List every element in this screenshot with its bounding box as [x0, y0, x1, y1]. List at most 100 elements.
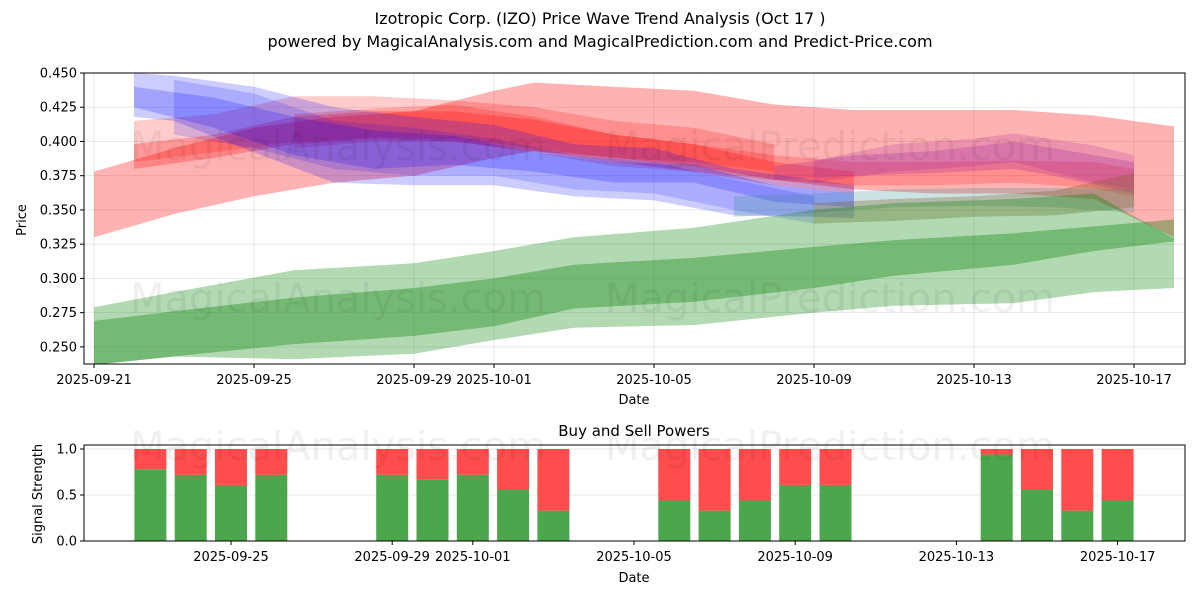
buy-bar — [779, 484, 812, 541]
sell-bar — [215, 449, 247, 485]
watermark: MagicalPrediction.com — [605, 276, 1055, 322]
price-band-green-wide — [94, 193, 1174, 364]
price-band-purple-1 — [774, 141, 1134, 194]
y-tick-label: 0.375 — [40, 169, 77, 184]
x-tick-label: 2025-09-29 — [354, 550, 430, 565]
x-tick-label: 2025-10-13 — [919, 550, 995, 565]
price-band-red-wide — [94, 82, 1174, 238]
price-plot: MagicalAnalysis.com MagicalPrediction.co… — [15, 67, 1186, 408]
y-tick-label: 0.300 — [40, 272, 77, 287]
price-x-axis-label: Date — [618, 393, 649, 408]
price-band-teal-1 — [734, 188, 1134, 217]
x-tick-label: 2025-10-05 — [616, 373, 692, 388]
signal-chart-title: Buy and Sell Powers — [558, 422, 710, 440]
sell-bar — [376, 449, 409, 475]
buy-bar — [255, 474, 288, 541]
watermark: MagicalAnalysis.com — [130, 276, 546, 322]
y-tick-label: 0.400 — [40, 135, 77, 150]
sell-bar — [134, 449, 167, 470]
buy-bar — [537, 510, 570, 541]
price-bands — [94, 73, 1174, 364]
sell-bar — [174, 449, 207, 475]
sell-bar — [658, 449, 691, 501]
buy-bar — [738, 500, 771, 541]
price-plot-frame — [83, 72, 1186, 365]
sell-bar — [698, 449, 731, 511]
buy-bar — [658, 500, 691, 541]
watermark: MagicalPrediction.com — [605, 424, 1055, 470]
y-tick-label: 0.425 — [40, 101, 77, 116]
y-tick-label: 0.450 — [40, 67, 77, 82]
buy-bar — [1061, 510, 1094, 541]
x-tick-label: 2025-10-13 — [936, 373, 1012, 388]
price-band-green-core — [94, 219, 1174, 364]
watermark: MagicalAnalysis.com — [130, 424, 546, 470]
x-tick-label: 2025-10-05 — [596, 550, 672, 565]
sell-bar — [819, 449, 852, 485]
sell-bar — [416, 449, 449, 480]
signal-y-axis-label: Signal Strength — [31, 444, 46, 544]
y-tick-label: 1.0 — [56, 443, 77, 458]
price-x-axis: 2025-09-21 2025-09-25 2025-09-29 2025-10-01… — [56, 364, 1172, 388]
x-tick-label: 2025-09-25 — [193, 550, 269, 565]
sell-bar — [980, 449, 1013, 455]
price-band-blue-3 — [174, 79, 814, 224]
watermark: MagicalAnalysis.com — [130, 124, 546, 170]
x-tick-label: 2025-10-09 — [776, 373, 852, 388]
price-y-axis-label: Price — [15, 204, 30, 236]
sell-bar — [537, 449, 570, 511]
price-band-purple-2 — [814, 133, 1134, 190]
sell-bar — [738, 449, 771, 501]
sell-bar — [497, 449, 530, 490]
buy-bar — [497, 489, 530, 541]
watermark: MagicalPrediction.com — [605, 124, 1055, 170]
x-tick-label: 2025-10-09 — [757, 550, 833, 565]
x-tick-label: 2025-10-01 — [456, 373, 532, 388]
price-grid — [84, 72, 1185, 364]
price-band-red-3 — [294, 104, 1134, 197]
x-tick-label: 2025-09-25 — [216, 373, 292, 388]
x-tick-label: 2025-10-17 — [1096, 373, 1172, 388]
buy-bar — [980, 454, 1013, 541]
buy-bar — [1101, 500, 1134, 541]
signal-x-axis: 2025-09-25 2025-09-29 2025-10-01 2025-10-05… — [193, 541, 1155, 565]
x-tick-label: 2025-10-17 — [1080, 550, 1156, 565]
y-tick-label: 0.5 — [56, 489, 77, 504]
y-tick-label: 0.350 — [40, 203, 77, 218]
signal-y-axis: 0.0 0.5 1.0 — [56, 443, 84, 550]
sell-bar — [255, 449, 288, 475]
buy-bar — [174, 474, 207, 541]
signal-plot: Buy and Sell Powers MagicalAnalysis.com … — [31, 422, 1186, 586]
sell-bar — [779, 449, 812, 485]
buy-bar — [416, 479, 449, 541]
sell-bar — [1021, 449, 1053, 490]
price-y-axis: 0.250 0.275 0.300 0.325 0.350 0.375 0.400 0.425… — [40, 67, 84, 355]
sell-bar — [1061, 449, 1094, 511]
sell-bar — [1101, 449, 1134, 501]
price-band-red-1 — [134, 96, 774, 172]
price-band-brown-1 — [814, 173, 1134, 224]
buy-bar — [456, 474, 489, 541]
buy-bar — [376, 474, 409, 541]
price-band-blue-1 — [134, 73, 854, 219]
x-tick-label: 2025-10-01 — [435, 550, 511, 565]
y-tick-label: 0.275 — [40, 306, 77, 321]
y-tick-label: 0.0 — [56, 535, 77, 550]
y-tick-label: 0.250 — [40, 340, 77, 355]
x-tick-label: 2025-09-29 — [376, 373, 452, 388]
signal-bars — [134, 449, 1134, 541]
buy-bar — [215, 484, 247, 541]
price-band-blue-2 — [134, 86, 854, 208]
price-band-red-2 — [134, 111, 854, 194]
sell-bar — [456, 449, 489, 475]
x-tick-label: 2025-09-21 — [56, 373, 132, 388]
y-tick-label: 0.325 — [40, 238, 77, 253]
buy-bar — [1021, 489, 1053, 541]
signal-x-axis-label: Date — [618, 571, 649, 586]
chart-title: Izotropic Corp. (IZO) Price Wave Trend A… — [374, 9, 826, 28]
buy-bar — [134, 469, 167, 541]
chart-subtitle: powered by MagicalAnalysis.com and Magic… — [267, 32, 933, 51]
buy-bar — [698, 510, 731, 541]
buy-bar — [819, 484, 852, 541]
